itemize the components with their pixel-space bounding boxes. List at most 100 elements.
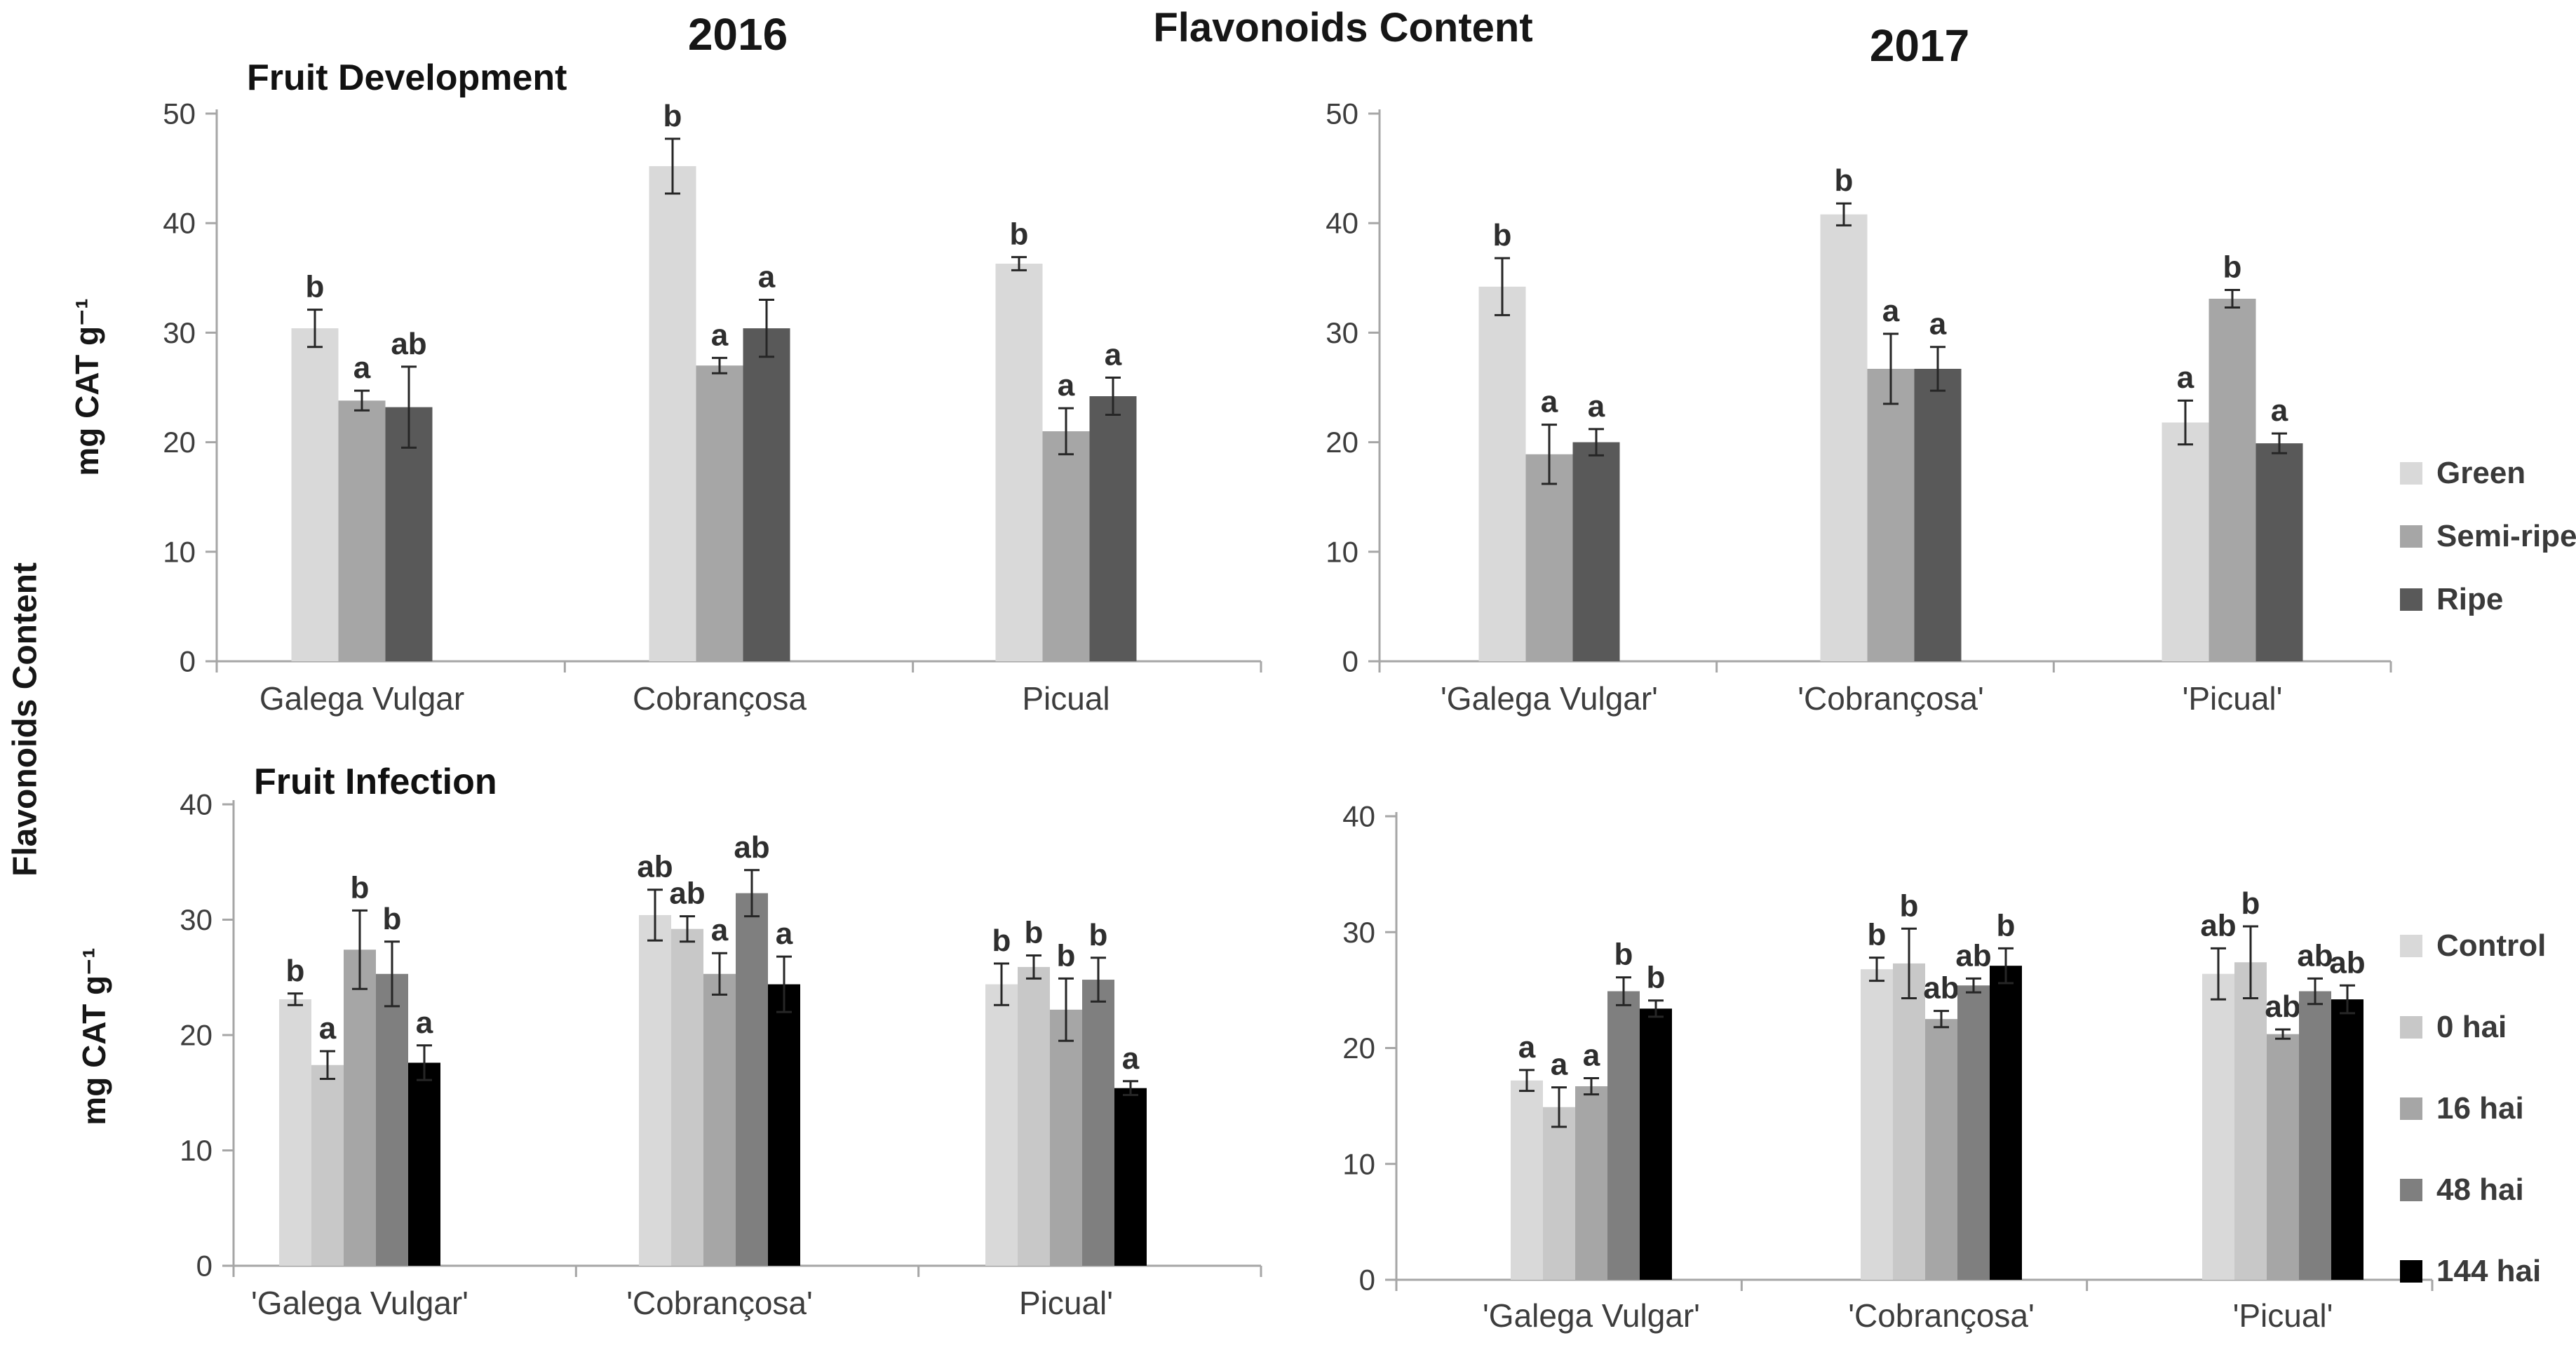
- sig-letter: a: [711, 913, 729, 947]
- bar: [2209, 298, 2256, 661]
- 144hai-swatch-icon: [2400, 1260, 2422, 1283]
- figure-title: Flavonoids Content: [1153, 5, 1533, 50]
- bar: [736, 893, 768, 1266]
- y-tick-label: 10: [163, 535, 196, 568]
- sig-letter: a: [1588, 389, 1605, 424]
- bar: [1575, 1086, 1607, 1280]
- y-tick-label: 0: [1342, 645, 1358, 678]
- ripe-swatch-icon: [2400, 588, 2422, 611]
- bar: [2267, 1034, 2299, 1280]
- bar: [338, 400, 386, 661]
- 0hai-swatch-icon: [2400, 1016, 2422, 1039]
- semi-ripe-swatch-icon: [2400, 525, 2422, 548]
- bar: [1572, 442, 1620, 661]
- sig-letter: b: [1493, 218, 1512, 252]
- legend-item-16hai: 16 hai: [2400, 1091, 2546, 1126]
- bar: [311, 1064, 344, 1266]
- y-tick-label: 40: [180, 788, 213, 821]
- bar: [291, 328, 339, 661]
- category-label: 'Picual': [2183, 680, 2283, 717]
- y-tick-label: 40: [1342, 800, 1375, 833]
- bar: [2299, 991, 2331, 1280]
- y-tick-label: 10: [1342, 1147, 1375, 1180]
- bar: [1082, 980, 1114, 1266]
- bar: [2255, 443, 2303, 661]
- bar: [743, 328, 790, 661]
- category-label: Picual': [1019, 1285, 1113, 1321]
- bar: [1018, 966, 1050, 1266]
- y-tick-label: 0: [1359, 1264, 1375, 1297]
- category-label: 'Galega Vulgar': [251, 1285, 468, 1321]
- bar: [1511, 1080, 1543, 1280]
- legend-label: 16 hai: [2436, 1091, 2524, 1126]
- sig-letter: ab: [669, 877, 705, 911]
- chart-title: Fruit Development: [247, 58, 567, 98]
- legend-item-144hai: 144 hai: [2400, 1254, 2546, 1289]
- category-label: 'Galega Vulgar': [1483, 1297, 1700, 1334]
- sig-letter: a: [2177, 360, 2194, 395]
- legend-label: Green: [2436, 456, 2526, 490]
- category-label: Cobrançosa: [633, 680, 807, 717]
- y-tick-label: 40: [163, 207, 196, 240]
- bar: [1042, 431, 1090, 661]
- bar: [1957, 985, 1990, 1280]
- bar: [1861, 969, 1893, 1280]
- y-tick-label: 30: [163, 316, 196, 349]
- bar: [1925, 1019, 1957, 1280]
- bar: [1914, 368, 1962, 661]
- sig-letter: a: [1105, 337, 1122, 372]
- sig-letter: ab: [391, 327, 426, 361]
- y-axis-unit-top: mg CAT g⁻¹: [69, 298, 105, 476]
- y-tick-label: 30: [1342, 916, 1375, 949]
- sig-letter: a: [1122, 1041, 1140, 1076]
- legend-infection: Control 0 hai 16 hai 48 hai 144 hai: [2400, 928, 2546, 1289]
- left-axis-title: Flavonoids Content: [6, 562, 44, 877]
- legend-item-semi-ripe: Semi-ripe: [2400, 519, 2576, 554]
- sig-letter: a: [1929, 307, 1947, 342]
- legend-label: 48 hai: [2436, 1172, 2524, 1207]
- legend-item-48hai: 48 hai: [2400, 1172, 2546, 1208]
- sig-letter: b: [2241, 886, 2260, 921]
- bar: [671, 928, 703, 1266]
- sig-letter: a: [416, 1006, 433, 1040]
- sig-letter: a: [319, 1011, 337, 1046]
- bar: [1114, 1088, 1147, 1266]
- legend-label: 0 hai: [2436, 1010, 2507, 1044]
- legend-label: Ripe: [2436, 582, 2504, 616]
- bar: [1089, 396, 1137, 661]
- y-tick-label: 20: [1342, 1032, 1375, 1064]
- bar: [2202, 973, 2234, 1280]
- legend-label: Control: [2436, 928, 2547, 963]
- chart-title: Fruit Infection: [254, 762, 497, 802]
- y-axis-unit-bottom: mg CAT g⁻¹: [76, 947, 112, 1126]
- year-label-2016: 2016: [687, 9, 788, 60]
- legend-item-control: Control: [2400, 928, 2546, 964]
- sig-letter: a: [353, 351, 371, 385]
- legend-item-green: Green: [2400, 456, 2576, 491]
- y-tick-label: 10: [1326, 535, 1358, 568]
- sig-letter: ab: [637, 850, 673, 884]
- sig-letter: b: [306, 270, 325, 304]
- legend-item-0hai: 0 hai: [2400, 1010, 2546, 1045]
- green-swatch-icon: [2400, 462, 2422, 485]
- sig-letter: ab: [734, 830, 769, 865]
- category-label: 'Cobrançosa': [626, 1285, 813, 1321]
- bar: [1867, 368, 1915, 661]
- bar: [1525, 454, 1573, 661]
- sig-letter: a: [1583, 1038, 1600, 1072]
- bar: [385, 407, 433, 661]
- sig-letter: a: [711, 318, 729, 352]
- bar: [696, 365, 743, 661]
- bar: [2162, 422, 2209, 661]
- bar: [649, 165, 696, 661]
- bar: [2234, 962, 2267, 1280]
- bar: [985, 984, 1018, 1266]
- sig-letter: ab: [2265, 989, 2300, 1024]
- bar: [639, 914, 671, 1266]
- bar: [1543, 1107, 1575, 1280]
- sig-letter: a: [1058, 368, 1075, 403]
- y-tick-label: 50: [163, 97, 196, 130]
- bar: [1820, 214, 1868, 662]
- sig-letter: a: [2271, 393, 2288, 428]
